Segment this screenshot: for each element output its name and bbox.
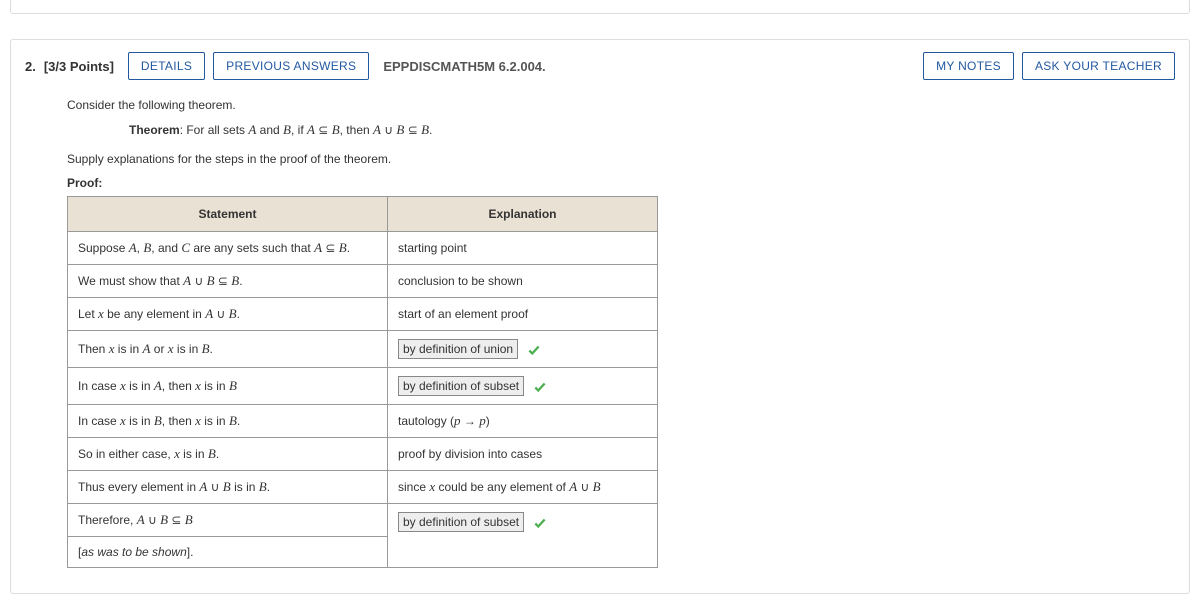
theorem-text: : For all sets A and B, if A ⊆ B, then A… — [180, 123, 433, 137]
proof-table-body: Suppose A, B, and C are any sets such th… — [68, 232, 658, 568]
question-code: EPPDISCMATH5M 6.2.004. — [383, 59, 545, 74]
table-row: Suppose A, B, and C are any sets such th… — [68, 232, 658, 265]
check-icon — [527, 342, 541, 357]
proof-label: Proof: — [67, 176, 1175, 190]
statement-cell: Therefore, A ∪ B ⊆ B — [68, 504, 388, 537]
details-button[interactable]: DETAILS — [128, 52, 205, 80]
my-notes-button[interactable]: MY NOTES — [923, 52, 1014, 80]
table-row: Then x is in A or x is in B. by definiti… — [68, 331, 658, 368]
answer-box[interactable]: by definition of subset — [398, 512, 524, 532]
statement-cell: [as was to be shown]. — [68, 537, 388, 568]
answer-box[interactable]: by definition of union — [398, 339, 518, 359]
question-2-container: 2. [3/3 Points] DETAILS PREVIOUS ANSWERS… — [10, 39, 1190, 594]
check-icon — [533, 379, 547, 394]
explanation-cell: starting point — [388, 232, 658, 265]
table-row: In case x is in B, then x is in B. tauto… — [68, 405, 658, 438]
statement-cell: In case x is in B, then x is in B. — [68, 405, 388, 438]
explanation-cell: start of an element proof — [388, 298, 658, 331]
explanation-cell: conclusion to be shown — [388, 265, 658, 298]
answer-box[interactable]: by definition of subset — [398, 376, 524, 396]
instruction-text: Supply explanations for the steps in the… — [67, 152, 1175, 166]
col-header-explanation: Explanation — [388, 197, 658, 232]
explanation-cell: since x could be any element of A ∪ B — [388, 471, 658, 504]
intro-text: Consider the following theorem. — [67, 98, 1175, 112]
explanation-cell: by definition of subset — [388, 368, 658, 405]
question-body: Consider the following theorem. Theorem:… — [11, 98, 1189, 593]
statement-cell: We must show that A ∪ B ⊆ B. — [68, 265, 388, 298]
explanation-cell: tautology (p → p) — [388, 405, 658, 438]
table-row: In case x is in A, then x is in B by def… — [68, 368, 658, 405]
statement-cell: In case x is in A, then x is in B — [68, 368, 388, 405]
explanation-cell: proof by division into cases — [388, 438, 658, 471]
question-number: 2. — [25, 59, 36, 74]
statement-cell: Then x is in A or x is in B. — [68, 331, 388, 368]
question-header: 2. [3/3 Points] DETAILS PREVIOUS ANSWERS… — [11, 40, 1189, 92]
proof-table: Statement Explanation Suppose A, B, and … — [67, 196, 658, 568]
table-row: Let x be any element in A ∪ B. start of … — [68, 298, 658, 331]
statement-cell: Suppose A, B, and C are any sets such th… — [68, 232, 388, 265]
theorem-line: Theorem: For all sets A and B, if A ⊆ B,… — [129, 122, 1175, 138]
ask-your-teacher-button[interactable]: ASK YOUR TEACHER — [1022, 52, 1175, 80]
theorem-label: Theorem — [129, 123, 180, 137]
table-row: Therefore, A ∪ B ⊆ B by definition of su… — [68, 504, 658, 537]
statement-cell: Thus every element in A ∪ B is in B. — [68, 471, 388, 504]
statement-cell: So in either case, x is in B. — [68, 438, 388, 471]
explanation-cell: by definition of union — [388, 331, 658, 368]
check-icon — [533, 515, 547, 530]
statement-cell: Let x be any element in A ∪ B. — [68, 298, 388, 331]
col-header-statement: Statement — [68, 197, 388, 232]
table-row: So in either case, x is in B. proof by d… — [68, 438, 658, 471]
explanation-cell: by definition of subset — [388, 504, 658, 568]
table-row: Thus every element in A ∪ B is in B. sin… — [68, 471, 658, 504]
prev-question-bottom-edge — [10, 0, 1190, 14]
previous-answers-button[interactable]: PREVIOUS ANSWERS — [213, 52, 369, 80]
points-label: [3/3 Points] — [44, 59, 114, 74]
table-row: We must show that A ∪ B ⊆ B. conclusion … — [68, 265, 658, 298]
